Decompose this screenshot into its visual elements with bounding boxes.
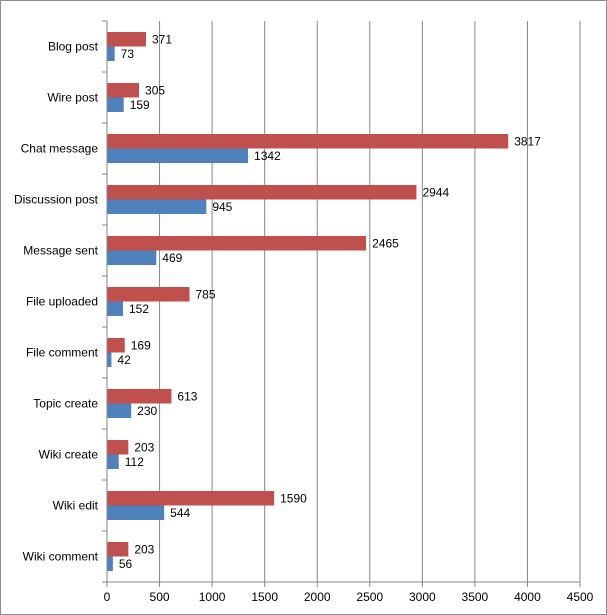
category-label-discussion-post: Discussion post bbox=[14, 193, 99, 207]
category-label-wiki-create: Wiki create bbox=[39, 448, 99, 462]
x-tick-label-2500: 2500 bbox=[356, 590, 383, 604]
gridlines bbox=[159, 21, 581, 582]
x-tick-label-0: 0 bbox=[104, 590, 111, 604]
bar-file-uploaded-series-2 bbox=[107, 301, 123, 316]
bar-blog-post-series-1 bbox=[107, 32, 146, 47]
category-label-chat-message: Chat message bbox=[21, 142, 99, 156]
x-tick-label-500: 500 bbox=[150, 590, 170, 604]
bar-file-uploaded-series-1 bbox=[107, 287, 190, 302]
category-label-file-comment: File comment bbox=[26, 346, 99, 360]
x-tick-label-3000: 3000 bbox=[409, 590, 436, 604]
data-label-wire-post-series-2: 159 bbox=[130, 98, 150, 112]
data-label-blog-post-series-2: 73 bbox=[121, 47, 135, 61]
data-label-blog-post-series-1: 371 bbox=[152, 32, 172, 46]
bar-wiki-comment-series-2 bbox=[107, 556, 113, 571]
bar-topic-create-series-1 bbox=[107, 389, 172, 404]
bar-blog-post-series-2 bbox=[107, 46, 115, 61]
category-label-blog-post: Blog post bbox=[48, 40, 99, 54]
data-label-file-comment-series-1: 169 bbox=[131, 338, 151, 352]
bar-file-comment-series-2 bbox=[107, 352, 112, 367]
data-label-wiki-edit-series-2: 544 bbox=[170, 506, 190, 520]
data-label-topic-create-series-2: 230 bbox=[137, 404, 157, 418]
x-tick-label-3500: 3500 bbox=[462, 590, 489, 604]
bar-wiki-comment-series-1 bbox=[107, 542, 129, 557]
data-label-wiki-create-series-1: 203 bbox=[134, 440, 154, 454]
data-label-file-uploaded-series-1: 785 bbox=[196, 287, 216, 301]
data-label-discussion-post-series-2: 945 bbox=[212, 200, 232, 214]
bar-message-sent-series-1 bbox=[107, 236, 367, 251]
labels-group: 0 500 1000 1500 2000 2500 3000 3500 4000 4500 Blog… bbox=[14, 32, 594, 604]
bar-wire-post-series-1 bbox=[107, 83, 140, 98]
category-label-wiki-edit: Wiki edit bbox=[53, 499, 99, 513]
bar-discussion-post-series-1 bbox=[107, 185, 417, 200]
bar-wiki-create-series-2 bbox=[107, 454, 119, 469]
category-label-message-sent: Message sent bbox=[23, 244, 98, 258]
bar-wiki-edit-series-1 bbox=[107, 491, 275, 506]
data-label-wiki-edit-series-1: 1590 bbox=[280, 491, 307, 505]
bar-chat-message-series-1 bbox=[107, 134, 509, 149]
x-tick-label-1500: 1500 bbox=[251, 590, 278, 604]
data-label-topic-create-series-1: 613 bbox=[177, 389, 197, 403]
data-label-file-uploaded-series-2: 152 bbox=[129, 302, 149, 316]
x-tick-label-4500: 4500 bbox=[567, 590, 594, 604]
bar-chat-message-series-2 bbox=[107, 148, 249, 163]
data-label-chat-message-series-1: 3817 bbox=[514, 134, 541, 148]
axes bbox=[102, 20, 581, 587]
category-label-topic-create: Topic create bbox=[33, 397, 98, 411]
data-label-discussion-post-series-1: 2944 bbox=[422, 185, 449, 199]
x-tick-label-2000: 2000 bbox=[304, 590, 331, 604]
data-label-file-comment-series-2: 42 bbox=[117, 353, 131, 367]
category-label-wiki-comment: Wiki comment bbox=[23, 550, 99, 564]
category-label-wire-post: Wire post bbox=[47, 91, 98, 105]
x-tick-label-1000: 1000 bbox=[199, 590, 226, 604]
data-label-wiki-comment-series-2: 56 bbox=[119, 557, 133, 571]
data-label-message-sent-series-1: 2465 bbox=[372, 236, 399, 250]
data-label-chat-message-series-2: 1342 bbox=[254, 149, 281, 163]
bar-wiki-create-series-1 bbox=[107, 440, 129, 455]
data-label-message-sent-series-2: 469 bbox=[162, 251, 182, 265]
bars-group bbox=[107, 32, 509, 571]
data-label-wire-post-series-1: 305 bbox=[145, 83, 165, 97]
bar-topic-create-series-2 bbox=[107, 403, 132, 418]
bar-discussion-post-series-2 bbox=[107, 199, 207, 214]
x-tick-label-4000: 4000 bbox=[514, 590, 541, 604]
bar-message-sent-series-2 bbox=[107, 250, 157, 265]
bar-wiki-edit-series-2 bbox=[107, 505, 165, 520]
bar-file-comment-series-1 bbox=[107, 338, 125, 353]
bar-wire-post-series-2 bbox=[107, 97, 124, 112]
data-label-wiki-comment-series-1: 203 bbox=[134, 542, 154, 556]
data-label-wiki-create-series-2: 112 bbox=[125, 455, 144, 469]
category-label-file-uploaded: File uploaded bbox=[26, 295, 98, 309]
